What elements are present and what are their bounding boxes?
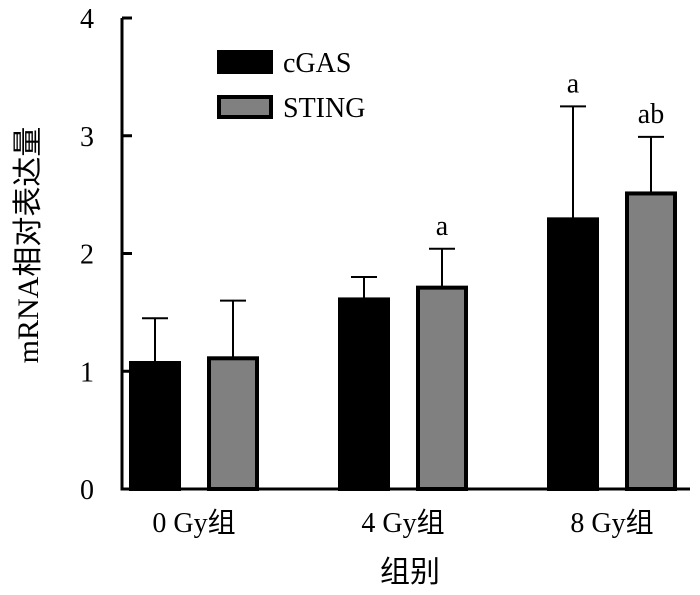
y-tick-label: 2 bbox=[80, 240, 94, 271]
bar-sting-1 bbox=[416, 285, 468, 491]
legend-swatch-sting bbox=[217, 95, 273, 119]
bar-cgas-1 bbox=[338, 297, 390, 491]
significance-label: ab bbox=[638, 99, 664, 130]
y-tick-label: 3 bbox=[80, 122, 94, 153]
bar-cgas-2 bbox=[547, 217, 599, 491]
y-tick-label: 4 bbox=[80, 4, 94, 35]
x-category-label: 4 Gy组 bbox=[361, 507, 444, 539]
bar-cgas-0 bbox=[129, 361, 181, 492]
y-ticks: 0 1 2 3 4 bbox=[80, 4, 132, 506]
significance-label: a bbox=[567, 68, 580, 99]
y-tick-label: 1 bbox=[80, 357, 94, 388]
x-category-labels: 0 Gy组 4 Gy组 8 Gy组 bbox=[152, 507, 653, 539]
significance-label: a bbox=[436, 211, 449, 242]
legend: cGAS STING bbox=[217, 48, 365, 124]
error-bars-layer bbox=[142, 105, 664, 364]
x-axis-title: 组别 bbox=[380, 556, 440, 589]
y-axis-title: mRNA相对表达量 bbox=[12, 127, 45, 364]
bars-layer bbox=[129, 191, 677, 492]
bar-sting-0 bbox=[207, 356, 259, 491]
legend-label-cgas: cGAS bbox=[283, 48, 351, 79]
significance-labels: a a ab bbox=[436, 68, 664, 241]
legend-label-sting: STING bbox=[283, 93, 365, 124]
y-tick-label: 0 bbox=[80, 475, 94, 506]
legend-swatch-cgas bbox=[217, 50, 273, 74]
x-category-label: 8 Gy组 bbox=[570, 507, 653, 539]
axes bbox=[120, 18, 690, 491]
x-category-label: 0 Gy组 bbox=[152, 507, 235, 539]
bar-sting-2 bbox=[625, 191, 677, 491]
